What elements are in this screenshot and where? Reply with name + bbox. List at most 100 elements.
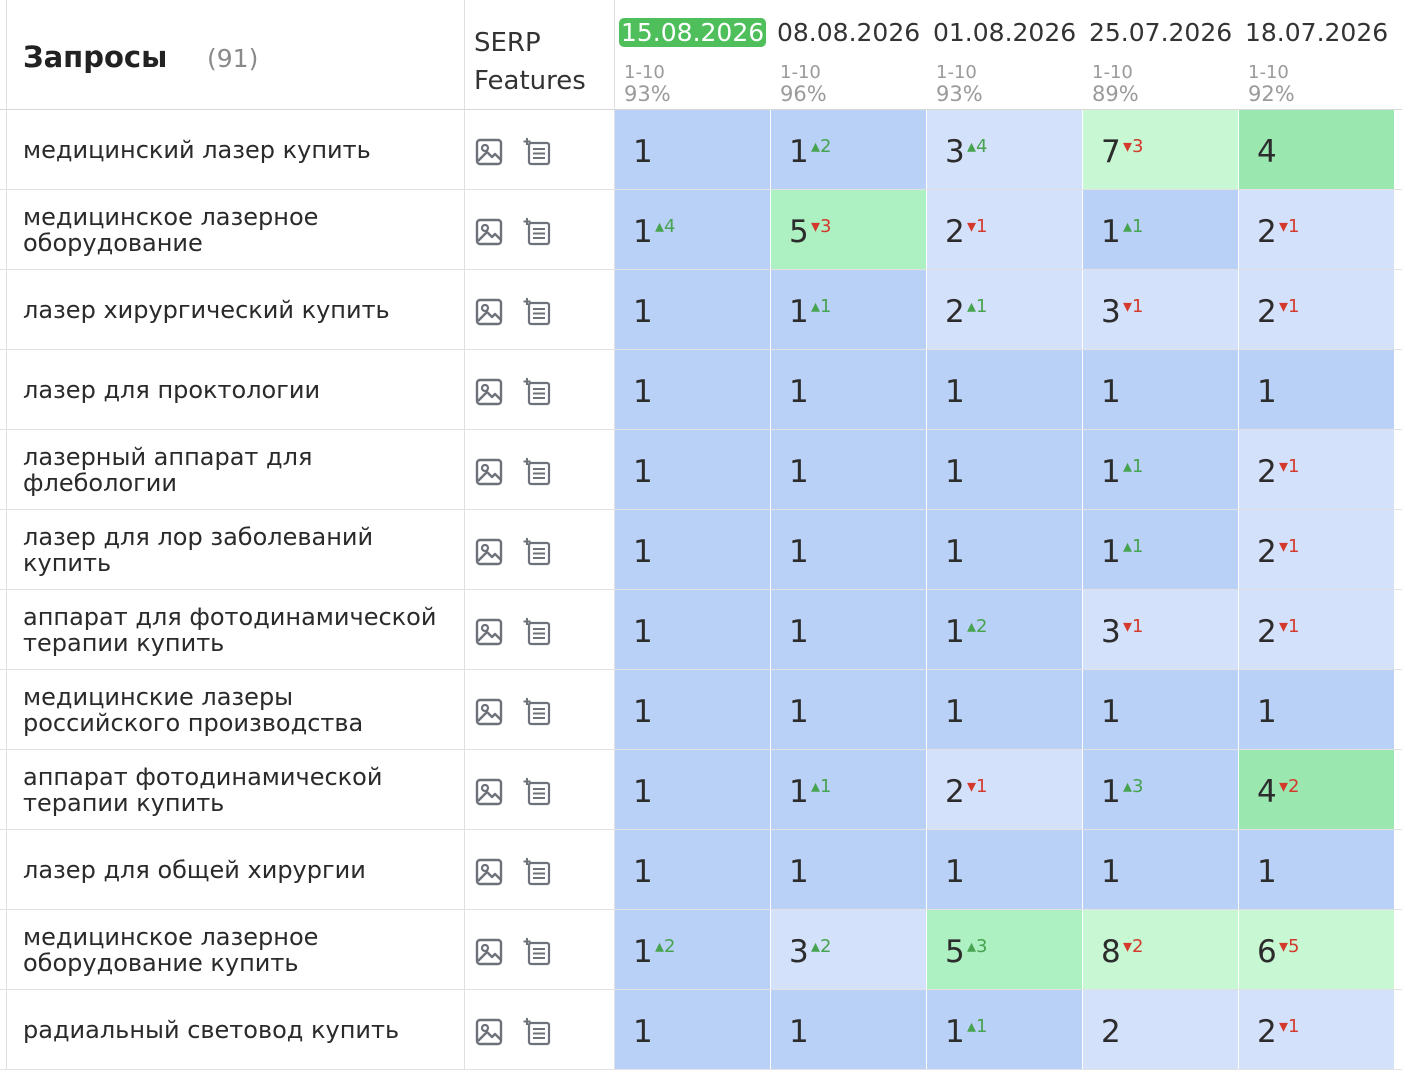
position-cell[interactable]: 1 [771,990,927,1069]
position-cell[interactable]: 8 ▾2 [1083,910,1239,989]
query-cell[interactable]: медицинское лазерное оборудование купить [6,910,465,989]
featured-snippet-icon[interactable] [523,537,553,567]
position-cell[interactable]: 4 [1239,110,1395,189]
position-cell[interactable]: 1 ▴2 [927,590,1083,669]
featured-snippet-icon[interactable] [523,297,553,327]
position-cell[interactable]: 3 ▾1 [1083,270,1239,349]
position-cell[interactable]: 1 [927,830,1083,909]
position-cell[interactable]: 1 [927,350,1083,429]
position-cell[interactable]: 1 [615,670,771,749]
position-cell[interactable]: 3 ▾1 [1083,590,1239,669]
position-cell[interactable]: 2 ▾1 [927,750,1083,829]
position-cell[interactable]: 1 [771,830,927,909]
date-label[interactable]: 08.08.2026 [777,18,921,47]
image-icon[interactable] [474,1017,504,1047]
position-cell[interactable]: 1 ▴3 [1083,750,1239,829]
position-cell[interactable]: 1 [615,750,771,829]
featured-snippet-icon[interactable] [523,937,553,967]
position-cell[interactable]: 1 [1083,350,1239,429]
position-cell[interactable]: 3 ▴2 [771,910,927,989]
position-cell[interactable]: 7 ▾3 [1083,110,1239,189]
date-label[interactable]: 15.08.2026 [619,18,767,47]
featured-snippet-icon[interactable] [523,1017,553,1047]
date-column-header[interactable]: 15.08.2026 1-10 93% [615,0,771,109]
image-icon[interactable] [474,857,504,887]
date-column-header[interactable]: 25.07.2026 1-10 89% [1083,0,1239,109]
date-label[interactable]: 25.07.2026 [1089,18,1233,47]
query-cell[interactable]: лазер для проктологии [6,350,465,429]
position-cell[interactable]: 2 ▾1 [1239,270,1395,349]
query-cell[interactable]: медицинский лазер купить [6,110,465,189]
position-cell[interactable]: 1 ▴4 [615,190,771,269]
query-cell[interactable]: радиальный световод купить [6,990,465,1069]
image-icon[interactable] [474,697,504,727]
position-cell[interactable]: 1 [615,590,771,669]
featured-snippet-icon[interactable] [523,137,553,167]
position-cell[interactable]: 1 ▴1 [1083,190,1239,269]
position-cell[interactable]: 2 ▴1 [927,270,1083,349]
position-cell[interactable]: 1 [1239,830,1395,909]
position-cell[interactable]: 1 [615,510,771,589]
image-icon[interactable] [474,137,504,167]
position-cell[interactable]: 1 ▴1 [927,990,1083,1069]
query-cell[interactable]: лазерный аппарат для флебологии [6,430,465,509]
position-cell[interactable]: 1 [927,430,1083,509]
position-cell[interactable]: 6 ▾5 [1239,910,1395,989]
query-cell[interactable]: медицинское лазерное оборудование [6,190,465,269]
position-cell[interactable]: 3 ▴4 [927,110,1083,189]
featured-snippet-icon[interactable] [523,457,553,487]
image-icon[interactable] [474,777,504,807]
position-cell[interactable]: 1 [1239,350,1395,429]
position-cell[interactable]: 5 ▾3 [771,190,927,269]
date-column-header[interactable]: 01.08.2026 1-10 93% [927,0,1083,109]
image-icon[interactable] [474,217,504,247]
date-label[interactable]: 01.08.2026 [933,18,1077,47]
image-icon[interactable] [474,937,504,967]
date-label[interactable]: 18.07.2026 [1245,18,1389,47]
position-cell[interactable]: 1 ▴1 [1083,430,1239,509]
query-cell[interactable]: аппарат фотодинамической терапии купить [6,750,465,829]
position-cell[interactable]: 1 [1239,670,1395,749]
position-cell[interactable]: 2 ▾1 [1239,430,1395,509]
position-cell[interactable]: 1 ▴2 [771,110,927,189]
featured-snippet-icon[interactable] [523,777,553,807]
image-icon[interactable] [474,457,504,487]
position-cell[interactable]: 1 [615,830,771,909]
position-cell[interactable]: 1 [771,510,927,589]
position-cell[interactable]: 1 [615,110,771,189]
position-cell[interactable]: 1 [771,670,927,749]
image-icon[interactable] [474,297,504,327]
position-cell[interactable]: 2 ▾1 [1239,590,1395,669]
position-cell[interactable]: 1 [615,990,771,1069]
position-cell[interactable]: 1 [615,350,771,429]
image-icon[interactable] [474,377,504,407]
position-cell[interactable]: 2 [1083,990,1239,1069]
query-cell[interactable]: лазер хирургический купить [6,270,465,349]
position-cell[interactable]: 1 [927,670,1083,749]
position-cell[interactable]: 1 ▴1 [771,270,927,349]
position-cell[interactable]: 1 [771,590,927,669]
featured-snippet-icon[interactable] [523,617,553,647]
featured-snippet-icon[interactable] [523,857,553,887]
position-cell[interactable]: 2 ▾1 [1239,990,1395,1069]
position-cell[interactable]: 1 [771,430,927,509]
query-cell[interactable]: лазер для лор заболеваний купить [6,510,465,589]
image-icon[interactable] [474,537,504,567]
date-column-header[interactable]: 18.07.2026 1-10 92% [1239,0,1395,109]
position-cell[interactable]: 5 ▴3 [927,910,1083,989]
query-cell[interactable]: аппарат для фотодинамической терапии куп… [6,590,465,669]
query-cell[interactable]: лазер для общей хирургии [6,830,465,909]
position-cell[interactable]: 1 [1083,670,1239,749]
query-cell[interactable]: медицинские лазеры российского производс… [6,670,465,749]
position-cell[interactable]: 1 ▴1 [771,750,927,829]
date-column-header[interactable]: 08.08.2026 1-10 96% [771,0,927,109]
image-icon[interactable] [474,617,504,647]
position-cell[interactable]: 1 [615,430,771,509]
position-cell[interactable]: 4 ▾2 [1239,750,1395,829]
position-cell[interactable]: 1 [1083,830,1239,909]
queries-header[interactable]: Запросы (91) [6,0,465,109]
position-cell[interactable]: 1 ▴2 [615,910,771,989]
position-cell[interactable]: 1 [615,270,771,349]
featured-snippet-icon[interactable] [523,697,553,727]
position-cell[interactable]: 1 [927,510,1083,589]
